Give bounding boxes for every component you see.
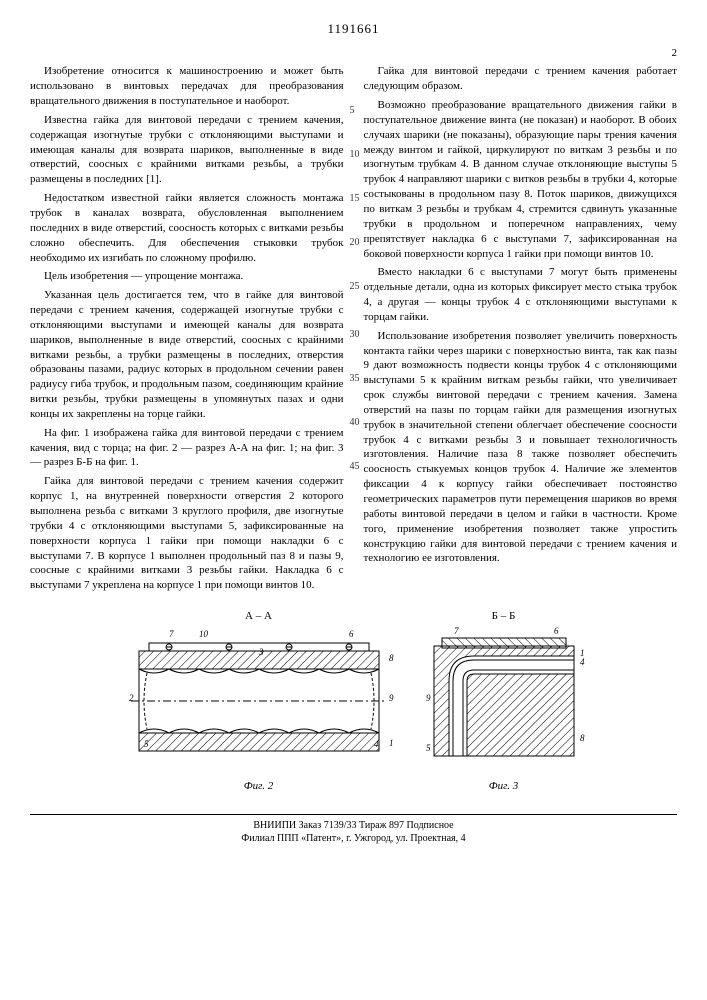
fig2-section-label: А – А — [119, 609, 399, 624]
paragraph: Использование изобретения позволяет увел… — [364, 329, 678, 567]
left-column: Изобретение относится к машиностроению и… — [30, 64, 344, 597]
line-number: 35 — [350, 372, 360, 386]
page-number-right: 2 — [672, 46, 678, 61]
svg-text:9: 9 — [389, 693, 394, 703]
paragraph: Гайка для винтовой передачи с трением ка… — [364, 64, 678, 94]
svg-text:4: 4 — [580, 657, 585, 667]
svg-text:6: 6 — [349, 629, 354, 639]
line-number: 30 — [350, 328, 360, 342]
line-number: 20 — [350, 236, 360, 250]
fig2-label: Фиг. 2 — [119, 779, 399, 794]
svg-text:5: 5 — [144, 739, 149, 749]
svg-text:2: 2 — [129, 693, 134, 703]
paragraph: Вместо накладки 6 с выступами 7 могут бы… — [364, 265, 678, 324]
fig3-label: Фиг. 3 — [419, 779, 589, 794]
fig3-drawing: 1456789 — [419, 626, 589, 776]
line-number: 5 — [350, 104, 355, 118]
paragraph: Известна гайка для винтовой передачи с т… — [30, 113, 344, 187]
paragraph: Цель изобретения — упрощение монтажа. — [30, 269, 344, 284]
paragraph: Гайка для винтовой передачи с трением ка… — [30, 474, 344, 593]
svg-text:8: 8 — [389, 653, 394, 663]
figures-row: А – А 12345678910 Фиг. 2 Б – Б 1456789 Ф… — [30, 609, 677, 794]
footer-line1: ВНИИПИ Заказ 7139/33 Тираж 897 Подписное — [30, 819, 677, 833]
right-column: 51015202530354045 Гайка для винтовой пер… — [364, 64, 678, 597]
svg-text:7: 7 — [169, 629, 174, 639]
figure-2: А – А 1 2 3 4 5 6 7 8 9 10 Фиг. 2 — [119, 609, 399, 794]
line-number: 15 — [350, 192, 360, 206]
line-number: 25 — [350, 280, 360, 294]
svg-text:4: 4 — [374, 739, 379, 749]
footer: ВНИИПИ Заказ 7139/33 Тираж 897 Подписное… — [30, 814, 677, 846]
svg-text:3: 3 — [258, 647, 264, 657]
svg-text:6: 6 — [554, 626, 559, 636]
svg-text:1: 1 — [389, 738, 394, 748]
fig3-section-label: Б – Б — [419, 609, 589, 624]
paragraph: Указанная цель достигается тем, что в га… — [30, 288, 344, 422]
document-number: 1191661 — [30, 20, 677, 38]
line-number: 45 — [350, 460, 360, 474]
line-number: 40 — [350, 416, 360, 430]
svg-text:7: 7 — [454, 626, 459, 636]
svg-text:10: 10 — [199, 629, 209, 639]
footer-line2: Филиал ППП «Патент», г. Ужгород, ул. Про… — [30, 832, 677, 846]
paragraph: Недостатком известной гайки является сло… — [30, 191, 344, 265]
paragraph: На фиг. 1 изображена гайка для винтовой … — [30, 426, 344, 471]
line-number: 10 — [350, 148, 360, 162]
svg-text:5: 5 — [426, 743, 431, 753]
paragraph: Изобретение относится к машиностроению и… — [30, 64, 344, 109]
fig2-drawing: 1 2 3 4 5 6 7 8 9 10 — [119, 626, 399, 776]
figure-3: Б – Б 1456789 Фиг. 3 — [419, 609, 589, 794]
svg-text:9: 9 — [426, 693, 431, 703]
paragraph: Возможно преобразование вращательного дв… — [364, 98, 678, 261]
svg-text:8: 8 — [580, 733, 585, 743]
